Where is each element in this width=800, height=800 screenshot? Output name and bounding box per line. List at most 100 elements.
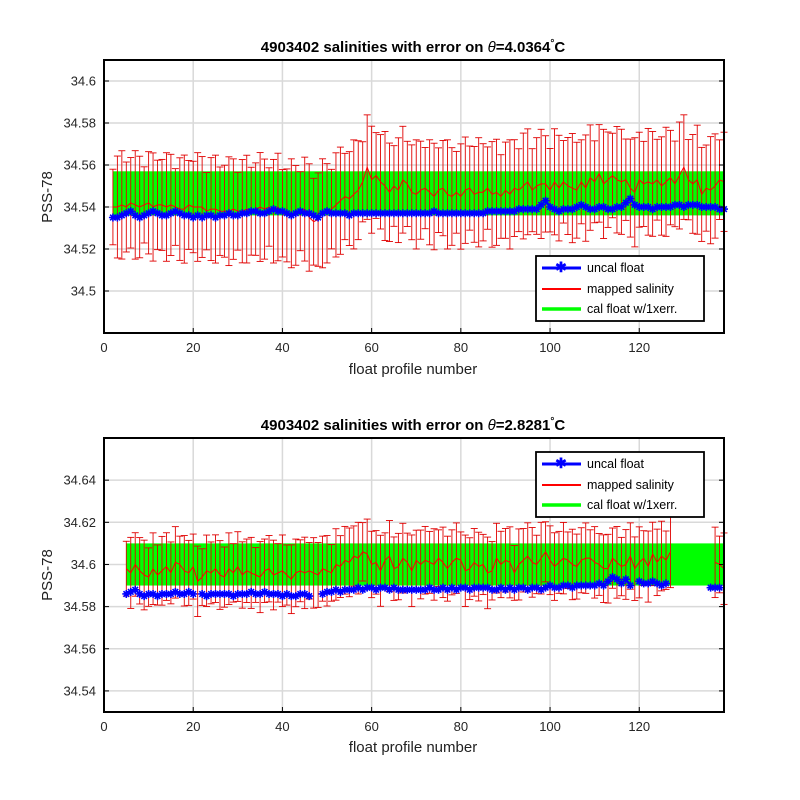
x-tick-label: 0 [100,719,107,734]
uncal-float-marker [639,579,648,588]
uncal-float-marker [675,200,684,209]
uncal-float-marker [265,207,274,216]
x-tick-label: 80 [454,340,468,355]
uncal-float-marker [207,589,216,598]
uncal-float-marker [363,583,372,592]
uncal-float-marker [559,581,568,590]
plot-bottom-legend-mapped-label: mapped salinity [587,478,675,492]
uncal-float-marker [189,213,198,222]
uncal-float-marker [456,583,465,592]
uncal-float-marker [354,209,363,218]
plot-bottom-legend: ✱ uncal float mapped salinity cal float … [535,451,705,518]
uncal-float-marker [635,577,644,586]
uncal-float-marker [211,213,220,222]
uncal-float-marker [586,205,595,214]
uncal-float-marker [604,205,613,214]
uncal-float-marker [492,585,501,594]
y-tick-label: 34.52 [63,242,96,257]
plot-bottom-title: 4903402 salinities with error on θ=2.828… [261,416,566,434]
uncal-float-marker [479,583,488,592]
uncal-float-marker [349,585,358,594]
uncal-float-marker [568,205,577,214]
uncal-float-marker [140,592,149,601]
plot-bottom: 4903402 salinities with error on θ=2.828… [39,416,728,756]
uncal-float-marker [282,589,291,598]
uncal-float-marker [657,581,666,590]
uncal-float-marker [180,211,189,220]
uncal-float-marker [323,207,332,216]
uncal-float-marker [398,209,407,218]
uncal-float-marker [278,207,287,216]
uncal-float-marker [581,203,590,211]
uncal-float-marker [184,211,193,220]
uncal-float-marker [612,203,621,211]
uncal-float-marker [140,211,149,220]
uncal-float-marker [144,589,153,598]
uncal-float-marker [532,205,541,214]
uncal-float-marker [251,207,260,216]
uncal-float-marker [389,209,398,218]
uncal-float-marker [122,209,131,218]
uncal-float-marker [349,209,358,218]
uncal-float-marker [193,211,202,220]
uncal-float-marker [621,575,630,584]
uncal-float-marker [327,587,336,596]
x-tick-label: 20 [186,340,200,355]
y-tick-label: 34.58 [63,599,96,614]
uncal-float-marker [215,589,224,598]
uncal-float-marker [715,205,724,214]
uncal-float-marker [501,585,510,594]
uncal-float-marker [608,573,617,582]
uncal-float-marker [452,585,461,594]
uncal-float-marker [532,583,541,592]
uncal-float-marker [273,207,282,216]
uncal-float-marker [126,207,135,216]
uncal-float-marker [550,583,559,592]
uncal-float-marker [666,203,675,211]
uncal-float-marker [389,583,398,592]
uncal-float-marker [438,583,447,592]
uncal-float-marker [612,575,621,584]
uncal-float-marker [577,200,586,209]
uncal-float-marker [336,209,345,218]
uncal-float-marker [189,589,198,598]
uncal-float-marker [403,585,412,594]
uncal-float-marker [483,583,492,592]
y-tick-label: 34.6 [71,557,96,572]
uncal-float-marker [528,583,537,592]
uncal-float-marker [711,203,720,211]
uncal-float-marker [617,579,626,588]
uncal-float-marker [470,209,479,218]
plot-bottom-uncal-line [122,573,724,601]
uncal-float-marker [131,211,140,220]
uncal-float-marker [108,213,117,222]
uncal-float-marker [461,209,470,218]
uncal-float-marker [586,581,595,590]
uncal-float-marker [452,209,461,218]
uncal-float-marker [260,209,269,218]
uncal-float-marker [229,592,238,601]
x-tick-label: 100 [539,340,561,355]
uncal-float-marker [519,205,528,214]
uncal-float-marker [198,213,207,222]
uncal-float-marker [305,209,314,218]
y-tick-label: 34.5 [71,284,96,299]
uncal-float-marker [180,589,189,598]
uncal-float-marker [572,581,581,590]
uncal-float-marker [711,583,720,592]
uncal-float-marker [215,211,224,220]
uncal-float-marker [202,592,211,601]
y-tick-label: 34.54 [63,683,96,698]
uncal-float-marker [166,209,175,218]
plot-bottom-ticks: 0 20 40 60 80 100 120 34.54 34.56 34.58 34.6 34.62 3… [63,473,724,734]
uncal-float-marker [394,585,403,594]
y-tick-label: 34.54 [63,200,96,215]
uncal-float-marker [697,203,706,211]
uncal-float-marker [340,209,349,218]
uncal-float-marker [621,198,630,207]
uncal-float-marker [523,205,532,214]
uncal-float-marker [385,585,394,594]
uncal-float-marker [590,581,599,590]
plot-bottom-legend-uncal-marker: ✱ [555,455,567,471]
uncal-float-marker [479,209,488,218]
